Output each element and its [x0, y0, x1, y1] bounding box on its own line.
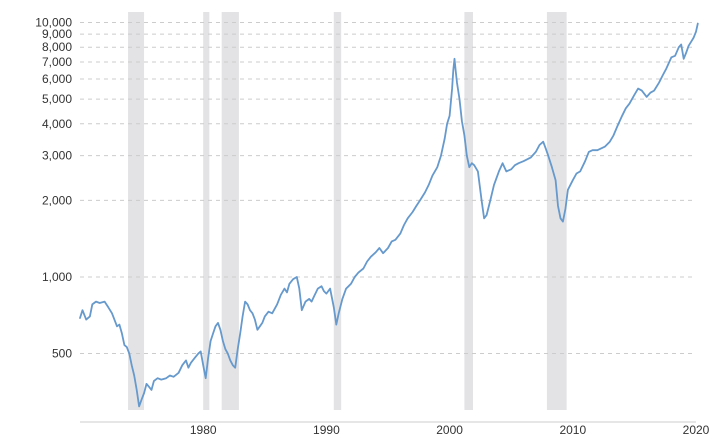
x-tick-label: 2020	[683, 423, 710, 437]
y-tick-label: 5,000	[42, 92, 72, 106]
y-tick-label: 3,000	[42, 149, 72, 163]
x-tick-label: 1980	[190, 423, 217, 437]
y-tick-label: 7,000	[42, 55, 72, 69]
y-tick-label: 6,000	[42, 72, 72, 86]
y-tick-label: 8,000	[42, 40, 72, 54]
x-tick-label: 1990	[313, 423, 340, 437]
series-layer	[79, 22, 699, 408]
x-tick-labels: 1980 1990 2000 2010 2020	[190, 423, 710, 437]
y-tick-label: 9,000	[42, 27, 72, 41]
y-tick-label: 500	[52, 347, 72, 361]
x-tick-label: 2000	[436, 423, 463, 437]
y-tick-label: 10,000	[35, 16, 72, 30]
y-tick-label: 2,000	[42, 193, 72, 207]
y-tick-label: 4,000	[42, 117, 72, 131]
y-tick-labels: 500 1,000 2,000 3,000 4,000 5,000 6,000 7,0008,…	[35, 16, 72, 361]
x-tick-label: 2010	[559, 423, 586, 437]
recession-band	[464, 12, 474, 410]
recession-band	[128, 12, 145, 410]
recession-band	[546, 12, 567, 410]
recession-bands	[128, 12, 567, 410]
y-gridlines	[80, 22, 696, 355]
recession-band	[203, 12, 210, 410]
recession-band	[221, 12, 239, 410]
series-line	[79, 22, 699, 408]
y-tick-label: 1,000	[42, 270, 72, 284]
recession-band	[333, 12, 342, 410]
